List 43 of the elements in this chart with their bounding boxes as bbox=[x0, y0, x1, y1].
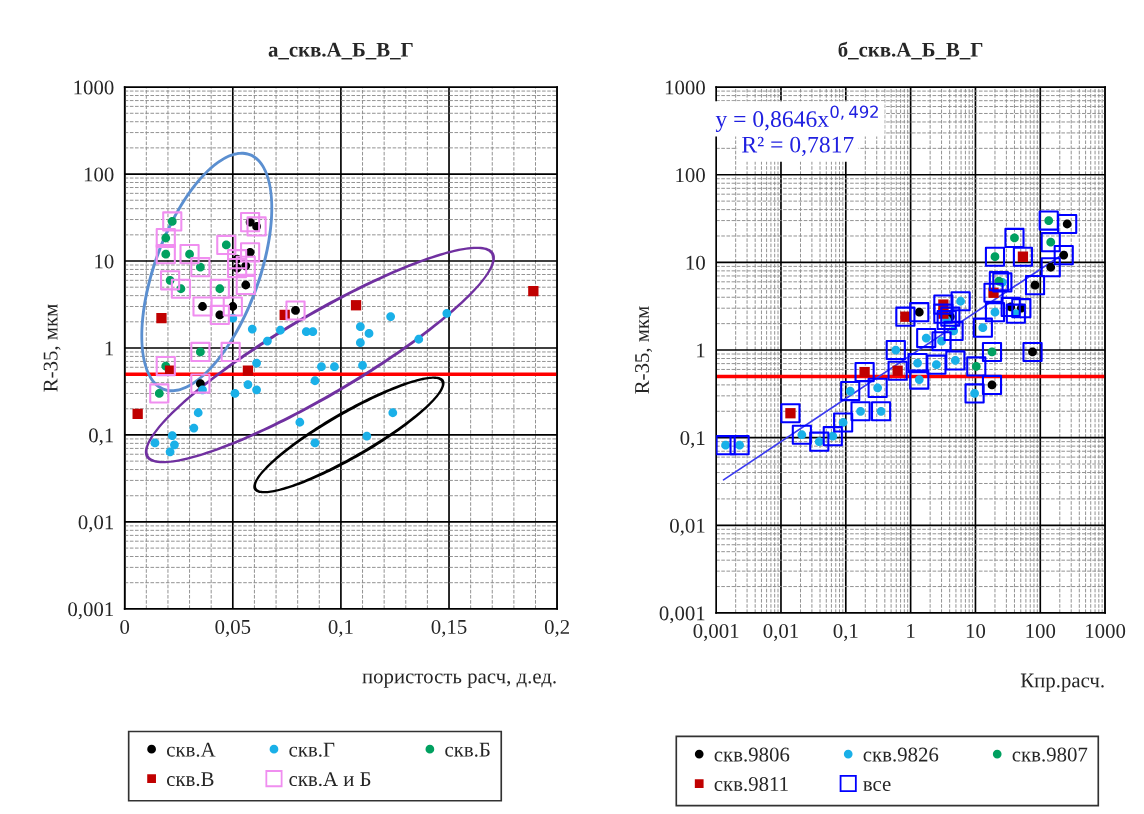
x-tick-label: 100 bbox=[1026, 623, 1056, 639]
x-tick-label: 0,15 bbox=[431, 619, 467, 637]
y-tick-label: 1 bbox=[105, 341, 114, 356]
y-tick-label: 1000 bbox=[665, 80, 705, 95]
legend-label: скв.9807 bbox=[1012, 747, 1088, 762]
x-axis-title: Кпр.расч. bbox=[1020, 673, 1104, 692]
legend-label: скв.А и Б bbox=[289, 772, 371, 787]
y-tick-label: 100 bbox=[676, 168, 705, 183]
y-tick-label: 100 bbox=[84, 167, 114, 182]
y-tick-label: 0,1 bbox=[89, 428, 114, 446]
x-tick-label: 1 bbox=[907, 624, 915, 638]
x-tick-label: 0,2 bbox=[544, 619, 569, 637]
x-tick-label: 0,01 bbox=[763, 623, 798, 642]
y-tick-label: 10 bbox=[95, 254, 114, 269]
y-tick-label: 1 bbox=[697, 343, 705, 358]
annotation: R² = 0,7817 bbox=[742, 136, 854, 157]
y-tick-label: 1000 bbox=[74, 80, 114, 95]
legend-label: скв.В bbox=[166, 772, 214, 787]
legend-label: скв.9826 bbox=[863, 747, 939, 762]
y-tick-label: 0,001 bbox=[68, 602, 114, 620]
chart-title: а_скв.А_Б_В_Г bbox=[268, 42, 413, 60]
x-axis-title: пористость расч, д.ед. bbox=[362, 673, 556, 688]
chart-title: б_скв.А_Б_В_Г bbox=[838, 41, 983, 60]
legend-label: скв.9811 bbox=[714, 777, 788, 792]
x-tick-label: 1000 bbox=[1086, 623, 1126, 639]
y-tick-label: 0,1 bbox=[680, 431, 705, 449]
legend-label: скв.Б bbox=[445, 742, 490, 757]
y-axis-title: R-35, мкм bbox=[43, 304, 61, 392]
x-tick-label: 0,05 bbox=[215, 619, 251, 637]
annotation: y = 0,8646x$^{0,492}$ bbox=[715, 105, 878, 132]
x-tick-label: 0,1 bbox=[833, 623, 858, 642]
y-tick-label: 0,01 bbox=[670, 518, 705, 536]
legend-label: скв.9806 bbox=[714, 747, 790, 762]
y-axis-title: R-35, мкм bbox=[635, 306, 653, 394]
y-tick-label: 0,001 bbox=[659, 606, 705, 624]
legend-label: скв.Г bbox=[289, 742, 335, 757]
y-tick-label: 10 bbox=[686, 255, 705, 270]
legend-label: скв.А bbox=[166, 742, 216, 757]
y-tick-label: 0,01 bbox=[78, 515, 114, 533]
x-tick-label: 10 bbox=[966, 623, 986, 639]
x-tick-label: 0 bbox=[120, 619, 130, 634]
legend-label: все bbox=[863, 781, 891, 792]
x-tick-label: 0,1 bbox=[328, 619, 353, 637]
